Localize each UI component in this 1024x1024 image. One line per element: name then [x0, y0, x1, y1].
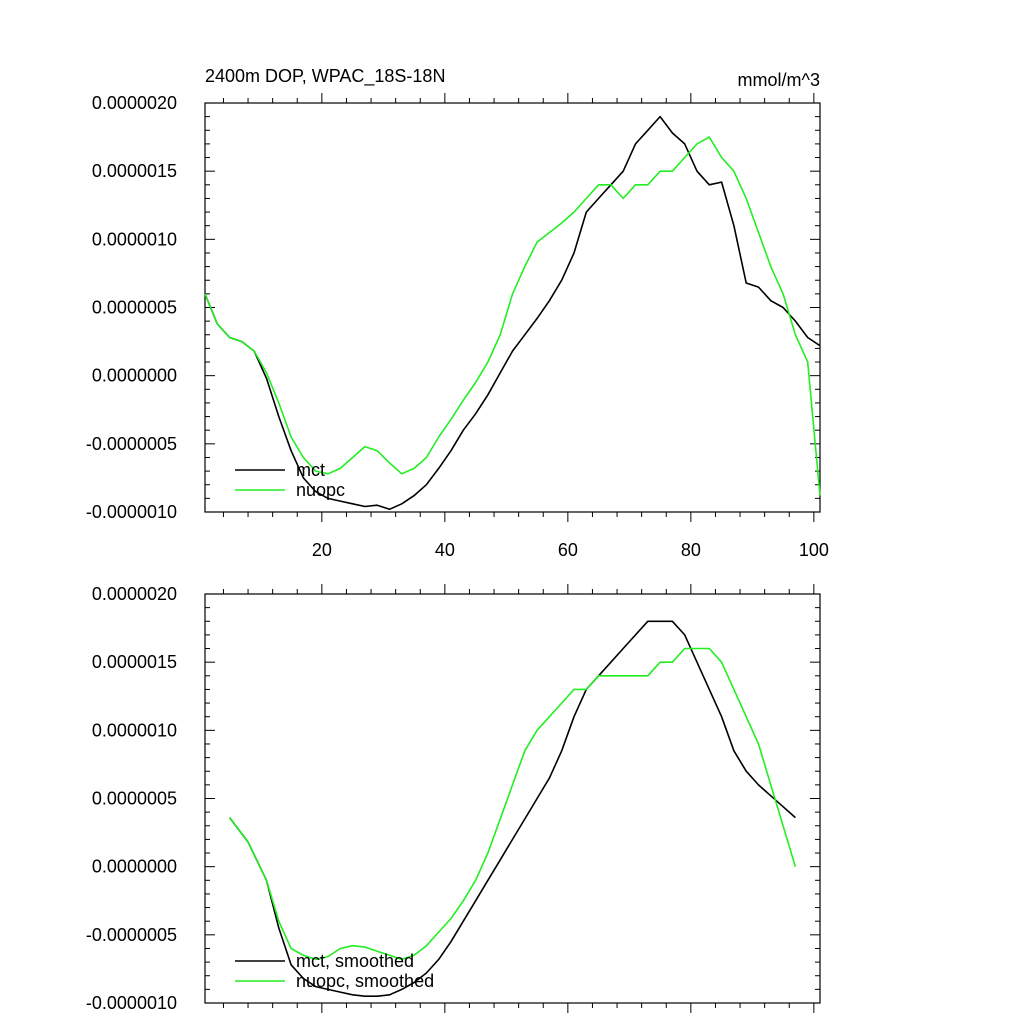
y-tick-label: -0.0000005: [86, 925, 177, 945]
legend-label-mct: mct: [296, 460, 325, 480]
legend-label-nuopc-smoothed: nuopc, smoothed: [296, 971, 434, 991]
y-tick-label: -0.0000010: [86, 502, 177, 522]
axis-ticks: [205, 584, 820, 1013]
x-tick-label: 100: [799, 540, 829, 560]
y-tick-label: 0.0000020: [92, 584, 177, 604]
bottom-chart: -0.0000010 -0.0000005 0.0000000 0.0000005 0.…: [86, 584, 821, 1013]
series-line-mct: [204, 115, 821, 511]
plot-frame: [204, 593, 821, 1004]
y-tick-label: 0.0000015: [92, 161, 177, 181]
y-tick-label: 0.0000010: [92, 229, 177, 249]
y-tick-label: 0.0000010: [92, 720, 177, 740]
y-tick-label: -0.0000010: [86, 993, 177, 1013]
y-tick-label: 0.0000005: [92, 789, 177, 809]
series-line-nuopc: [204, 136, 821, 496]
y-tick-label: 0.0000000: [92, 857, 177, 877]
chart-title-left: 2400m DOP, WPAC_18S-18N: [205, 66, 445, 87]
series-line-mct-smoothed: [228, 620, 796, 998]
x-tick-label: 20: [312, 540, 332, 560]
top-chart: 2400m DOP, WPAC_18S-18N mmol/m^3 -0.0000…: [86, 66, 829, 560]
legend-label-mct-smoothed: mct, smoothed: [296, 951, 414, 971]
x-tick-label: 80: [681, 540, 701, 560]
series-line-nuopc-smoothed: [228, 647, 797, 961]
y-tick-label: 0.0000015: [92, 652, 177, 672]
x-tick-label: 40: [435, 540, 455, 560]
chart-units-label: mmol/m^3: [738, 70, 820, 90]
legend: mct, smoothed nuopc, smoothed: [235, 951, 434, 991]
y-tick-label: 0.0000020: [92, 93, 177, 113]
y-tick-label: -0.0000005: [86, 434, 177, 454]
legend: mct nuopc: [235, 460, 345, 500]
x-tick-label: 60: [558, 540, 578, 560]
y-tick-label: 0.0000005: [92, 298, 177, 318]
data-series: [228, 620, 797, 998]
y-tick-label: 0.0000000: [92, 366, 177, 386]
axis-ticks: [205, 93, 820, 522]
legend-label-nuopc: nuopc: [296, 480, 345, 500]
x-axis-tick-labels: 20 40 60 80 100: [312, 540, 829, 560]
y-axis-tick-labels: -0.0000010 -0.0000005 0.0000000 0.0000005 0.…: [86, 93, 177, 522]
data-series: [204, 115, 821, 511]
y-axis-tick-labels: -0.0000010 -0.0000005 0.0000000 0.0000005 0.…: [86, 584, 177, 1013]
